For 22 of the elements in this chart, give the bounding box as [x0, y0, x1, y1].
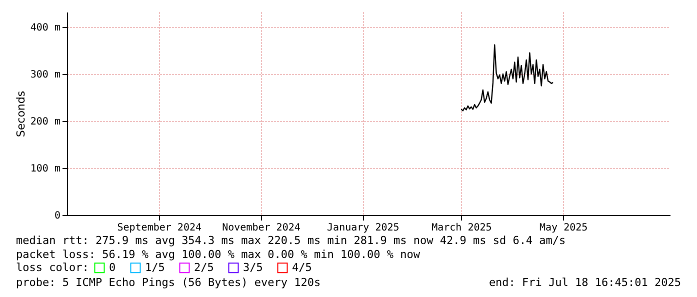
text: median rtt: 275.9 ms avg 354.3 ms max 220.5 ms min 281.9 ms now 42.9 ms sd 6.4 am/s [16, 234, 566, 247]
legend-title: loss color: [16, 261, 89, 274]
text: end: Fri Jul 18 16:45:01 2025 [488, 276, 681, 289]
x-tick-label: March 2025 [432, 222, 492, 234]
y-tick-label: 300 m [30, 70, 60, 81]
legend-label: 2/5 [194, 260, 214, 274]
legend-label: 4/5 [292, 260, 312, 274]
y-axis-title: Seconds [14, 90, 28, 138]
text: packet loss: 56.19 % avg 100.00 % max 0.00 % min 100.00 % now [16, 248, 420, 261]
legend-label: 1/5 [145, 260, 165, 274]
x-tick-label: January 2025 [327, 222, 400, 234]
text: probe: 5 ICMP Echo Pings (56 Bytes) every 120s [16, 276, 321, 289]
x-tick-label: May 2025 [540, 222, 588, 234]
x-tick-label: November 2024 [222, 222, 300, 234]
y-tick-label: 0 [54, 210, 60, 222]
legend-label: 0 [109, 260, 116, 274]
legend-label: 3/5 [243, 260, 263, 274]
x-tick-label: September 2024 [117, 222, 202, 234]
y-tick-label: 100 m [30, 164, 60, 175]
y-tick-label: 200 m [30, 116, 60, 128]
line-series [460, 44, 554, 112]
y-tick-label: 400 m [30, 22, 60, 34]
